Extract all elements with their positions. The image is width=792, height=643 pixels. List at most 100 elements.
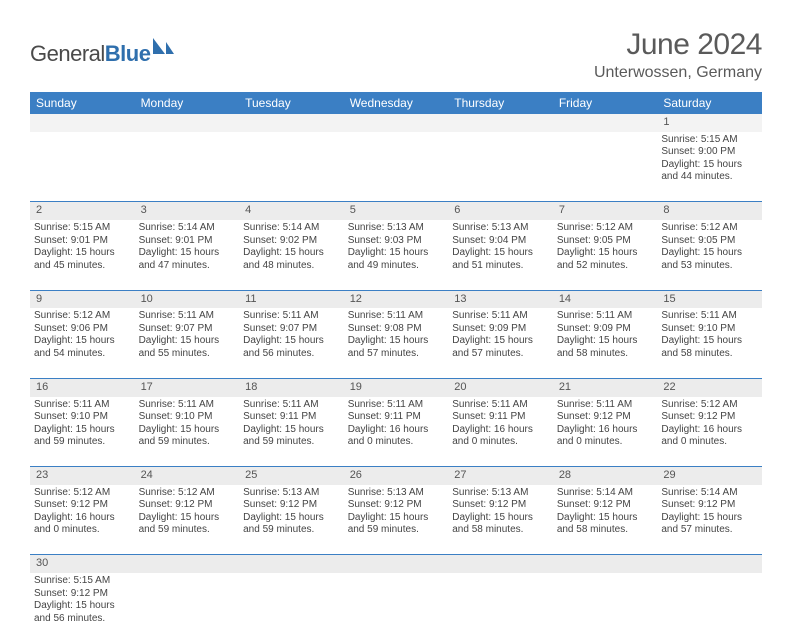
day-content: Sunrise: 5:12 AMSunset: 9:06 PMDaylight:… [34, 310, 131, 360]
day-content: Sunrise: 5:15 AMSunset: 9:00 PMDaylight:… [661, 134, 758, 184]
day-content: Sunrise: 5:15 AMSunset: 9:12 PMDaylight:… [34, 575, 131, 625]
weekday-header: Tuesday [239, 92, 344, 114]
sunset-line: Sunset: 9:07 PM [243, 323, 340, 336]
day-content: Sunrise: 5:12 AMSunset: 9:12 PMDaylight:… [661, 399, 758, 449]
day-cell: Sunrise: 5:15 AMSunset: 9:00 PMDaylight:… [657, 132, 762, 202]
sunset-line: Sunset: 9:12 PM [348, 499, 445, 512]
sunrise-line: Sunrise: 5:13 AM [348, 487, 445, 500]
sunset-line: Sunset: 9:12 PM [661, 411, 758, 424]
sunrise-line: Sunrise: 5:13 AM [452, 222, 549, 235]
day-number [657, 555, 762, 573]
day-number: 19 [344, 378, 449, 396]
sunrise-line: Sunrise: 5:11 AM [557, 399, 654, 412]
sunrise-line: Sunrise: 5:11 AM [661, 310, 758, 323]
daylight-line: Daylight: 15 hours and 58 minutes. [661, 335, 758, 360]
day-cell [657, 573, 762, 643]
daylight-line: Daylight: 15 hours and 53 minutes. [661, 247, 758, 272]
sunset-line: Sunset: 9:00 PM [661, 146, 758, 159]
daylight-line: Daylight: 15 hours and 51 minutes. [452, 247, 549, 272]
day-number: 13 [448, 290, 553, 308]
sunset-line: Sunset: 9:06 PM [34, 323, 131, 336]
sail-icon [151, 36, 175, 61]
day-number: 10 [135, 290, 240, 308]
week-row: Sunrise: 5:12 AMSunset: 9:06 PM Daylight:… [30, 308, 762, 378]
weekday-header: Friday [553, 92, 658, 114]
day-number [448, 555, 553, 573]
weekday-header: Thursday [448, 92, 553, 114]
day-cell: Sunrise: 5:11 AMSunset: 9:11 PMDaylight:… [239, 397, 344, 467]
day-content: Sunrise: 5:11 AMSunset: 9:12 PMDaylight:… [557, 399, 654, 449]
sunrise-line: Sunrise: 5:12 AM [661, 399, 758, 412]
day-cell: Sunrise: 5:12 AMSunset: 9:12 PMDaylight:… [657, 397, 762, 467]
day-number: 4 [239, 202, 344, 220]
daylight-line: Daylight: 15 hours and 55 minutes. [139, 335, 236, 360]
sunset-line: Sunset: 9:09 PM [452, 323, 549, 336]
day-cell [448, 132, 553, 202]
weekday-header: Wednesday [344, 92, 449, 114]
sunrise-line: Sunrise: 5:11 AM [243, 310, 340, 323]
sunset-line: Sunset: 9:12 PM [243, 499, 340, 512]
daylight-line: Daylight: 15 hours and 59 minutes. [139, 424, 236, 449]
sunrise-line: Sunrise: 5:12 AM [661, 222, 758, 235]
title-block: June 2024 Unterwossen, Germany [594, 28, 762, 82]
sunrise-line: Sunrise: 5:11 AM [34, 399, 131, 412]
daylight-line: Daylight: 15 hours and 59 minutes. [243, 512, 340, 537]
location: Unterwossen, Germany [594, 64, 762, 82]
daylight-line: Daylight: 15 hours and 45 minutes. [34, 247, 131, 272]
day-cell: Sunrise: 5:12 AMSunset: 9:12 PMDaylight:… [135, 485, 240, 555]
day-number: 23 [30, 467, 135, 485]
day-cell: Sunrise: 5:15 AMSunset: 9:12 PMDaylight:… [30, 573, 135, 643]
calendar-page: GeneralBlue June 2024 Unterwossen, Germa… [0, 0, 792, 643]
sunrise-line: Sunrise: 5:14 AM [243, 222, 340, 235]
daylight-line: Daylight: 16 hours and 0 minutes. [557, 424, 654, 449]
day-number: 24 [135, 467, 240, 485]
sunset-line: Sunset: 9:03 PM [348, 235, 445, 248]
day-content: Sunrise: 5:12 AMSunset: 9:12 PMDaylight:… [34, 487, 131, 537]
weekday-header: Sunday [30, 92, 135, 114]
daylight-line: Daylight: 16 hours and 0 minutes. [34, 512, 131, 537]
sunset-line: Sunset: 9:01 PM [34, 235, 131, 248]
day-number: 7 [553, 202, 658, 220]
sunset-line: Sunset: 9:04 PM [452, 235, 549, 248]
sunset-line: Sunset: 9:12 PM [661, 499, 758, 512]
sunrise-line: Sunrise: 5:13 AM [452, 487, 549, 500]
day-number [448, 114, 553, 132]
month-title: June 2024 [594, 28, 762, 62]
day-cell: Sunrise: 5:12 AMSunset: 9:05 PMDaylight:… [657, 220, 762, 290]
day-cell: Sunrise: 5:14 AMSunset: 9:12 PMDaylight:… [553, 485, 658, 555]
day-cell: Sunrise: 5:14 AMSunset: 9:12 PMDaylight:… [657, 485, 762, 555]
day-cell: Sunrise: 5:13 AMSunset: 9:04 PMDaylight:… [448, 220, 553, 290]
sunset-line: Sunset: 9:11 PM [348, 411, 445, 424]
daylight-line: Daylight: 15 hours and 57 minutes. [348, 335, 445, 360]
sunset-line: Sunset: 9:12 PM [452, 499, 549, 512]
sunset-line: Sunset: 9:07 PM [139, 323, 236, 336]
daylight-line: Daylight: 15 hours and 58 minutes. [452, 512, 549, 537]
day-content: Sunrise: 5:11 AMSunset: 9:09 PMDaylight:… [557, 310, 654, 360]
day-number [553, 114, 658, 132]
day-number: 26 [344, 467, 449, 485]
day-content: Sunrise: 5:11 AMSunset: 9:08 PMDaylight:… [348, 310, 445, 360]
daylight-line: Daylight: 15 hours and 47 minutes. [139, 247, 236, 272]
sunset-line: Sunset: 9:05 PM [661, 235, 758, 248]
brand-logo: GeneralBlue [30, 36, 175, 71]
day-number [135, 114, 240, 132]
brand-name-part2: Blue [105, 41, 151, 66]
sunrise-line: Sunrise: 5:13 AM [348, 222, 445, 235]
day-cell: Sunrise: 5:11 AMSunset: 9:10 PMDaylight:… [657, 308, 762, 378]
day-content: Sunrise: 5:13 AMSunset: 9:03 PMDaylight:… [348, 222, 445, 272]
day-cell: Sunrise: 5:13 AMSunset: 9:12 PMDaylight:… [344, 485, 449, 555]
day-number: 1 [657, 114, 762, 132]
day-content: Sunrise: 5:11 AMSunset: 9:09 PMDaylight:… [452, 310, 549, 360]
weekday-header: Saturday [657, 92, 762, 114]
sunset-line: Sunset: 9:01 PM [139, 235, 236, 248]
daylight-line: Daylight: 15 hours and 57 minutes. [661, 512, 758, 537]
day-cell: Sunrise: 5:12 AMSunset: 9:06 PMDaylight:… [30, 308, 135, 378]
day-number [344, 555, 449, 573]
sunrise-line: Sunrise: 5:12 AM [34, 310, 131, 323]
sunrise-line: Sunrise: 5:11 AM [139, 310, 236, 323]
daylight-line: Daylight: 15 hours and 58 minutes. [557, 512, 654, 537]
day-number: 9 [30, 290, 135, 308]
week-row: Sunrise: 5:12 AMSunset: 9:12 PMDaylight:… [30, 485, 762, 555]
day-cell [239, 132, 344, 202]
weekday-header: Monday [135, 92, 240, 114]
